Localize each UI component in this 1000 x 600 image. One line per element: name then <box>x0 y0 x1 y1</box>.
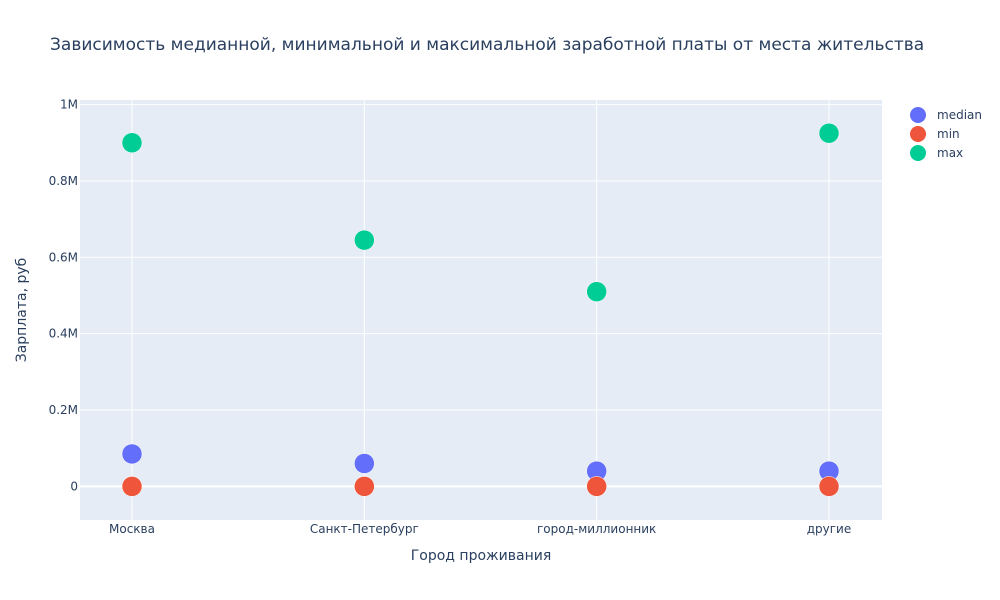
max-point[interactable] <box>121 132 143 154</box>
x-tick-label: город-миллионник <box>537 522 656 536</box>
y-axis-title: Зарплата, руб <box>14 258 30 363</box>
min-point[interactable] <box>586 476 607 497</box>
legend-label-median[interactable]: median <box>937 108 982 122</box>
x-tick-label: Санкт-Петербург <box>310 522 419 536</box>
y-tick-label: 0 <box>70 479 78 493</box>
data-points <box>121 122 840 497</box>
grid-lines <box>80 100 882 520</box>
legend-label-min[interactable]: min <box>937 127 960 141</box>
min-point[interactable] <box>818 476 840 497</box>
x-tick-label: другие <box>807 522 852 536</box>
max-point[interactable] <box>354 229 375 251</box>
legend-marker-median[interactable] <box>910 107 926 123</box>
median-point[interactable] <box>354 453 375 474</box>
min-point[interactable] <box>354 476 375 497</box>
x-tick-label: Москва <box>109 522 155 536</box>
y-tick-label: 0.8M <box>49 174 78 188</box>
min-point[interactable] <box>121 476 143 497</box>
y-tick-label: 0.4M <box>49 327 78 341</box>
x-axis-title: Город проживания <box>411 548 552 564</box>
chart-title: Зависимость медианной, минимальной и мак… <box>50 35 924 55</box>
plot-background <box>80 100 882 520</box>
y-tick-label: 1M <box>60 98 78 112</box>
y-axis-ticks: 0 0.2M 0.4M 0.6M 0.8M 1M <box>49 98 78 494</box>
median-point[interactable] <box>121 443 143 465</box>
legend-marker-max[interactable] <box>910 145 926 161</box>
x-axis-ticks: Москва Санкт-Петербург город-миллионник дру… <box>109 522 851 536</box>
y-tick-label: 0.2M <box>49 403 78 417</box>
legend-label-max[interactable]: max <box>937 146 963 160</box>
legend: median min max <box>910 107 982 161</box>
max-point[interactable] <box>586 281 607 302</box>
y-tick-label: 0.6M <box>49 250 78 264</box>
legend-marker-min[interactable] <box>910 126 926 142</box>
max-point[interactable] <box>818 122 840 144</box>
